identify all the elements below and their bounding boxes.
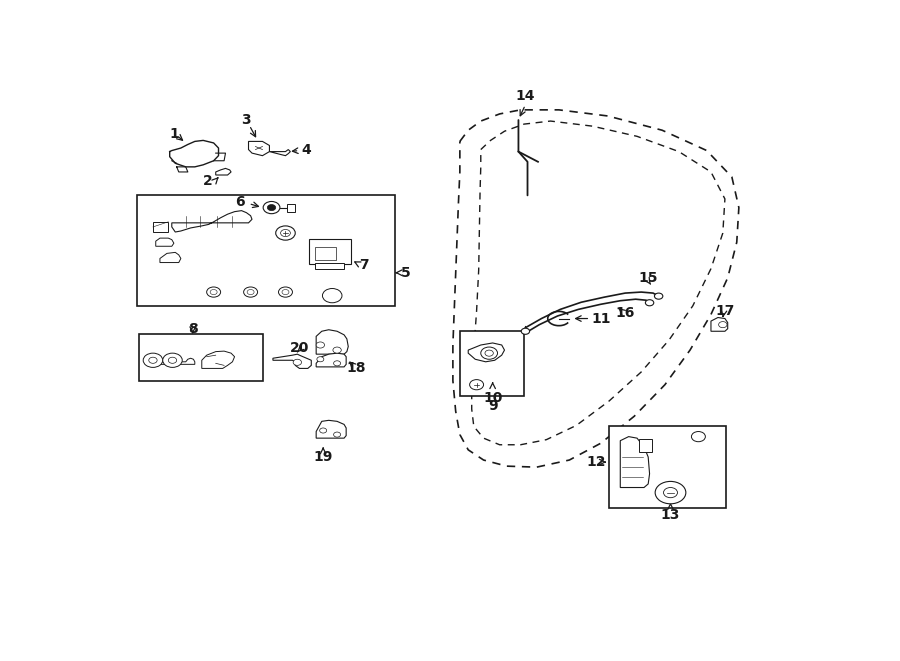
- Text: 17: 17: [716, 304, 734, 318]
- Text: 11: 11: [591, 311, 610, 325]
- Polygon shape: [172, 211, 252, 232]
- Text: 5: 5: [400, 266, 410, 280]
- Text: 6: 6: [235, 196, 245, 210]
- Circle shape: [210, 290, 217, 295]
- Circle shape: [334, 361, 340, 366]
- Polygon shape: [316, 420, 346, 438]
- Circle shape: [281, 229, 291, 237]
- Polygon shape: [202, 351, 235, 368]
- Text: 14: 14: [516, 89, 536, 103]
- Circle shape: [143, 353, 163, 368]
- Text: 19: 19: [313, 450, 333, 464]
- Text: 20: 20: [290, 341, 309, 355]
- Text: 8: 8: [188, 322, 198, 336]
- Circle shape: [207, 287, 220, 297]
- Bar: [310, 239, 351, 264]
- Text: 10: 10: [483, 391, 502, 405]
- Circle shape: [322, 288, 342, 303]
- Text: 7: 7: [359, 258, 368, 272]
- Polygon shape: [174, 358, 194, 364]
- Text: 13: 13: [661, 508, 680, 522]
- Text: 1: 1: [169, 127, 179, 141]
- Polygon shape: [316, 330, 348, 354]
- Text: 18: 18: [346, 362, 366, 375]
- Text: 16: 16: [616, 307, 634, 321]
- Circle shape: [645, 299, 653, 306]
- Bar: [315, 262, 344, 268]
- Polygon shape: [216, 169, 231, 175]
- Circle shape: [293, 360, 302, 366]
- Bar: [315, 247, 336, 260]
- Text: 2: 2: [202, 174, 212, 188]
- Polygon shape: [160, 253, 181, 262]
- Polygon shape: [269, 149, 291, 156]
- Circle shape: [470, 379, 483, 390]
- Polygon shape: [155, 358, 176, 364]
- Circle shape: [691, 432, 706, 442]
- Text: 4: 4: [302, 143, 311, 157]
- Text: 9: 9: [488, 399, 498, 413]
- Circle shape: [485, 350, 493, 356]
- Circle shape: [663, 488, 678, 498]
- Polygon shape: [273, 354, 311, 368]
- Circle shape: [148, 357, 157, 364]
- Polygon shape: [468, 343, 505, 362]
- Circle shape: [334, 432, 340, 437]
- Bar: [153, 222, 168, 232]
- Polygon shape: [156, 238, 174, 247]
- Circle shape: [267, 204, 275, 211]
- Circle shape: [263, 202, 280, 214]
- Circle shape: [317, 357, 324, 362]
- Circle shape: [481, 347, 498, 360]
- Polygon shape: [248, 141, 269, 156]
- Circle shape: [282, 290, 289, 295]
- Circle shape: [655, 481, 686, 504]
- Text: 15: 15: [638, 271, 658, 285]
- Bar: [287, 204, 295, 212]
- Circle shape: [718, 322, 727, 328]
- Bar: [460, 330, 524, 396]
- Polygon shape: [620, 437, 650, 488]
- Circle shape: [163, 353, 182, 368]
- Circle shape: [275, 226, 295, 240]
- Polygon shape: [316, 353, 346, 367]
- Text: 3: 3: [241, 113, 251, 127]
- Bar: [139, 334, 263, 381]
- Circle shape: [278, 287, 293, 297]
- Circle shape: [316, 342, 325, 348]
- Circle shape: [248, 290, 254, 295]
- Circle shape: [333, 347, 341, 353]
- Circle shape: [320, 428, 327, 433]
- Text: 12: 12: [587, 455, 607, 469]
- Circle shape: [654, 293, 662, 299]
- Circle shape: [168, 357, 176, 364]
- Polygon shape: [711, 317, 728, 331]
- Bar: [639, 439, 652, 452]
- Circle shape: [521, 329, 529, 334]
- Circle shape: [244, 287, 257, 297]
- Bar: [137, 195, 395, 306]
- Bar: [609, 426, 726, 508]
